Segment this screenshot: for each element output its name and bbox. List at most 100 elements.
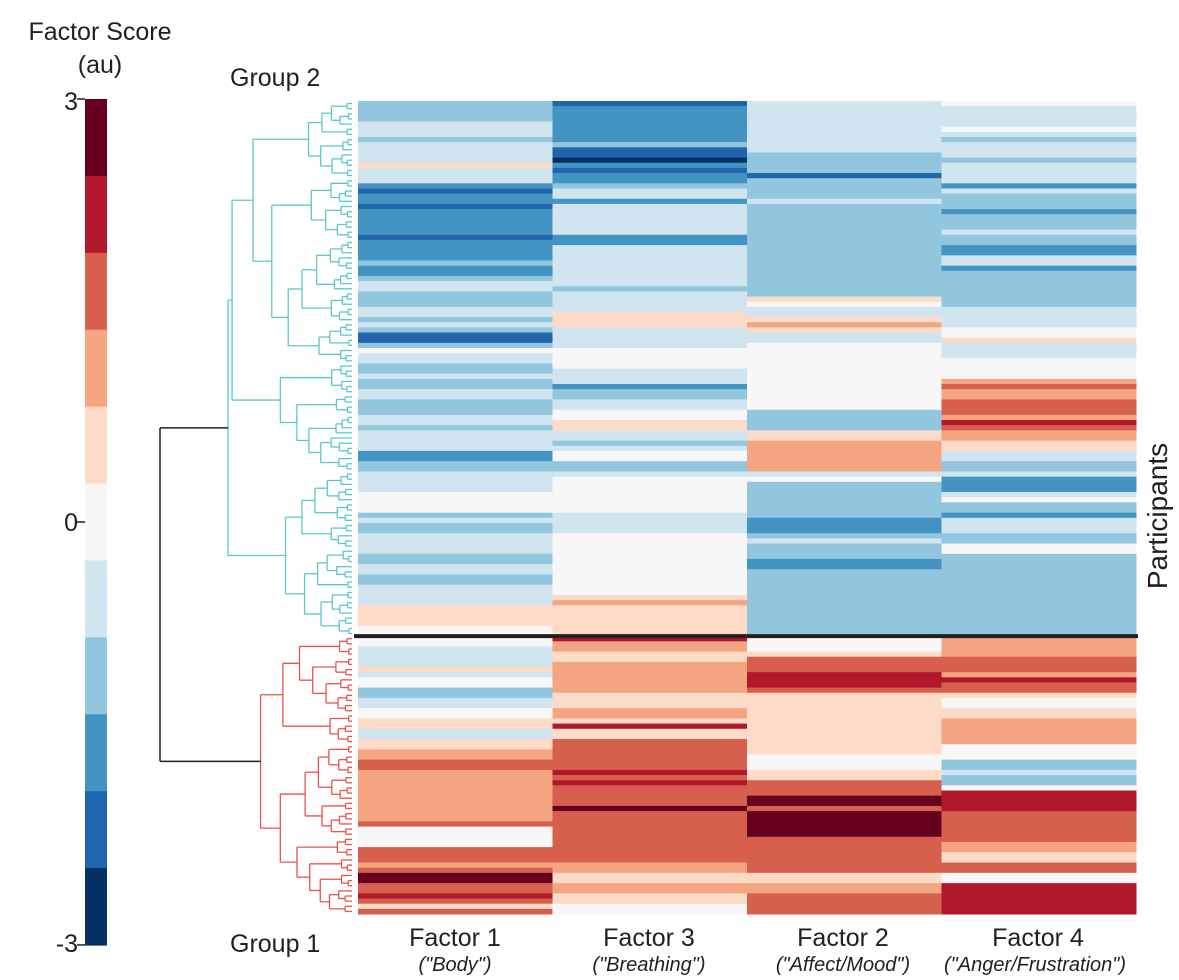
heatmap-cell: [747, 430, 942, 442]
heatmap-cell: [358, 347, 553, 354]
heatmap-cell: [941, 697, 1137, 709]
heatmap-cell: [552, 311, 748, 323]
heatmap-cell: [358, 533, 553, 545]
heatmap-cell: [747, 306, 942, 318]
heatmap-cell: [941, 255, 1137, 267]
heatmap-cell: [552, 718, 748, 725]
heatmap-cell: [747, 296, 942, 303]
heatmap-cell: [358, 677, 553, 689]
heatmap-cell: [941, 790, 1137, 807]
heatmap-cell: [941, 497, 1137, 503]
colorbar-swatch: [85, 483, 107, 562]
heatmap-cell: [358, 769, 553, 822]
heatmap-cell: [552, 245, 748, 287]
heatmap-cell: [941, 286, 1137, 308]
heatmap-cell: [358, 672, 553, 678]
heatmap-cell: [941, 533, 1137, 545]
heatmap-cell: [552, 775, 748, 781]
heatmap-cell: [358, 327, 553, 334]
heatmap-cell: [747, 101, 942, 153]
heatmap-cell: [552, 728, 748, 740]
heatmap-cell: [941, 517, 1137, 524]
colorbar-swatch: [85, 99, 107, 177]
heatmap-cell: [358, 414, 553, 426]
heatmap-cell: [941, 440, 1137, 452]
heatmap-cell: [941, 183, 1137, 189]
heatmap-cell: [358, 342, 553, 349]
colorbar-swatch: [85, 329, 107, 408]
heatmap-cell: [941, 209, 1137, 215]
heatmap-cell: [552, 399, 748, 411]
heatmap-cell: [358, 440, 553, 447]
heatmap-cell: [358, 615, 553, 627]
heatmap-cell: [552, 389, 748, 400]
heatmap-cell: [552, 384, 748, 390]
heatmap-cell: [552, 533, 748, 555]
heatmap-cell: [552, 780, 748, 786]
heatmap-cell: [941, 425, 1137, 431]
column-sublabel-factor-3: ("Breathing"): [592, 954, 706, 976]
heatmap-cell: [358, 486, 553, 493]
heatmap-cell: [358, 883, 553, 894]
heatmap-cell: [941, 775, 1137, 786]
heatmap-cell: [358, 101, 553, 123]
heatmap-cell: [941, 744, 1137, 761]
heatmap-cell: [358, 564, 553, 575]
heatmap-cell: [941, 137, 1137, 143]
heatmap-cell: [358, 826, 553, 838]
heatmap-cell: [747, 471, 942, 478]
colorbar-title-line1: Factor Score: [28, 18, 172, 46]
heatmap-cell: [941, 306, 1137, 328]
heatmap-cell: [552, 723, 748, 730]
column-sublabel-factor-1: ("Body"): [418, 954, 492, 976]
heatmap-cell: [941, 883, 1137, 915]
heatmap-cell: [358, 625, 553, 637]
heatmap-cell: [552, 862, 748, 874]
heatmap-cell: [552, 811, 748, 864]
heatmap-cell: [358, 291, 553, 308]
heatmap-cell: [552, 708, 748, 719]
heatmap-cell: [747, 543, 942, 555]
heatmap-cell: [941, 420, 1137, 426]
heatmap-cell: [552, 903, 748, 915]
heatmap-cell: [941, 131, 1137, 138]
heatmap-cell: [358, 908, 553, 915]
heatmap-cell: [941, 708, 1137, 719]
heatmap-cell: [747, 322, 942, 328]
heatmap-cell: [358, 260, 553, 267]
heatmap-cell: [552, 636, 748, 642]
heatmap-cell: [552, 805, 748, 812]
heatmap-cell: [552, 342, 748, 349]
heatmap-cell: [552, 605, 748, 617]
heatmap-cell: [552, 625, 748, 632]
heatmap-cell: [358, 492, 553, 514]
heatmap-cell: [552, 167, 748, 174]
heatmap-cell: [941, 805, 1137, 812]
heatmap-cell: [941, 234, 1137, 246]
heatmap-cell: [358, 281, 553, 287]
heatmap-cell: [358, 378, 553, 390]
heatmap-cell: [941, 677, 1137, 683]
heatmap-cell: [747, 795, 942, 807]
heatmap-cell: [552, 641, 748, 653]
heatmap-cell: [941, 682, 1137, 694]
heatmap-cell: [941, 656, 1137, 673]
heatmap-cell: [358, 461, 553, 472]
heatmap-cell: [552, 291, 748, 308]
heatmap-cell: [552, 198, 748, 205]
heatmap-cell: [747, 409, 942, 421]
heatmap-cell: [747, 173, 942, 179]
heatmap-cell: [747, 492, 942, 514]
heatmap-cell: [552, 358, 748, 370]
heatmap-cell: [358, 522, 553, 534]
colorbar: [77, 98, 107, 946]
heatmap-cell: [358, 363, 553, 375]
heatmap-cell: [358, 867, 553, 874]
heatmap-cell: [358, 903, 553, 910]
heatmap-cell: [747, 589, 942, 637]
heatmap-cell: [358, 399, 553, 416]
heatmap-cell: [941, 852, 1137, 864]
heatmap-cell: [552, 121, 748, 143]
heatmap-cell: [358, 430, 553, 442]
heatmap-cell: [941, 229, 1137, 236]
